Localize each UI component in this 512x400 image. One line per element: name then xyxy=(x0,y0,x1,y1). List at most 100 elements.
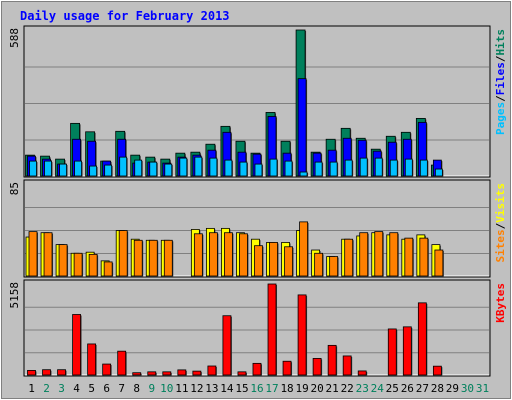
pages-bar xyxy=(299,171,308,177)
sites-bar xyxy=(28,231,38,277)
kbytes-bar xyxy=(207,365,217,376)
pages-bar xyxy=(239,161,248,177)
panel-max-label: 5158 xyxy=(8,282,21,309)
pages-bar xyxy=(344,159,353,177)
pages-bar xyxy=(89,165,98,177)
kbytes-bar xyxy=(282,360,292,376)
legend-visits: Visits xyxy=(494,183,507,223)
sites-bar xyxy=(224,232,233,277)
kbytes-bar xyxy=(297,294,307,376)
panel-frame xyxy=(23,279,491,377)
day-label: 11 xyxy=(175,382,188,395)
day-label: 30 xyxy=(461,382,474,395)
kbytes-bar xyxy=(102,363,112,376)
pages-bar xyxy=(209,157,218,177)
day-label: 8 xyxy=(133,382,140,395)
day-label: 24 xyxy=(371,382,385,395)
sites-bar xyxy=(419,237,429,277)
legend-kbytes: KBytes xyxy=(494,283,507,323)
kbytes-bar xyxy=(27,370,36,376)
kbytes-bar xyxy=(417,302,427,376)
sites-bar xyxy=(359,232,369,277)
pages-bar xyxy=(134,159,143,177)
kbytes-bar xyxy=(252,362,262,376)
day-label: 27 xyxy=(416,382,429,395)
sites-bar xyxy=(73,252,83,277)
pages-bar xyxy=(434,168,443,177)
day-label: 19 xyxy=(295,382,308,395)
sites-bar xyxy=(239,233,248,277)
pages-bar xyxy=(419,159,428,177)
pages-bar xyxy=(119,156,128,177)
day-label: 12 xyxy=(190,382,203,395)
day-label: 5 xyxy=(88,382,95,395)
panel-legend: Pages/Files/Hits xyxy=(494,29,507,135)
sites-bar xyxy=(163,239,173,277)
kbytes-bar xyxy=(222,315,232,376)
day-label: 22 xyxy=(341,382,354,395)
day-label: 4 xyxy=(73,382,80,395)
pages-bar xyxy=(374,157,383,177)
sites-bar xyxy=(148,239,158,277)
sites-bar xyxy=(103,261,113,277)
day-label: 7 xyxy=(118,382,125,395)
legend-pages: Pages xyxy=(494,102,507,135)
sites-bar xyxy=(269,242,278,277)
legend-sep2: / xyxy=(494,55,507,62)
kbytes-bar xyxy=(327,344,337,376)
panel-max-label: 588 xyxy=(8,28,21,48)
day-label: 3 xyxy=(58,382,65,395)
kbytes-bar xyxy=(267,283,277,376)
pages-bar xyxy=(359,157,368,177)
sites-bar xyxy=(193,233,203,277)
pages-bar xyxy=(254,163,263,177)
day-labels: 1 2 3 4 5 6 7 8 9 10 11 12 13 14 15 16 17 18 19 20 21 22 23 24 2… xyxy=(28,382,489,395)
kbytes-bar xyxy=(87,343,97,376)
legend-sep1: / xyxy=(494,95,507,102)
sites-bar xyxy=(58,244,68,277)
sites-bar xyxy=(299,221,308,277)
day-label: 31 xyxy=(476,382,489,395)
kbytes-bar xyxy=(192,370,202,376)
panel-hits_files_pages: 588 Pages/Files/Hits xyxy=(8,25,507,178)
kbytes-bar xyxy=(72,314,81,376)
day-label: 15 xyxy=(235,382,248,395)
day-label: 10 xyxy=(160,382,173,395)
legend-hits: Hits xyxy=(494,29,507,56)
panel-max-label: 85 xyxy=(8,182,21,195)
sites-bar xyxy=(133,239,143,277)
panel-kbytes: 5158 KBytes xyxy=(8,279,507,377)
sites-bar xyxy=(208,232,218,277)
pages-bar xyxy=(44,160,52,177)
pages-bar xyxy=(389,159,398,177)
day-label: 17 xyxy=(265,382,278,395)
day-label: 26 xyxy=(401,382,414,395)
sites-bar xyxy=(43,232,53,277)
panel-legend: KBytes xyxy=(494,283,507,323)
pages-bar xyxy=(149,161,158,177)
kbytes-bar xyxy=(42,369,51,376)
pages-bar xyxy=(164,163,173,177)
kbytes-bar xyxy=(237,371,247,376)
day-label: 28 xyxy=(431,382,444,395)
kbytes-bar xyxy=(177,369,187,376)
day-label: 1 xyxy=(28,382,35,395)
pages-bar xyxy=(314,161,323,177)
legend-sites: Sites xyxy=(494,229,507,262)
panel-frame xyxy=(23,25,491,178)
kbytes-bar xyxy=(402,326,412,376)
day-label: 9 xyxy=(148,382,155,395)
sites-bar xyxy=(434,249,444,277)
sites-bar xyxy=(374,231,384,277)
sites-bar xyxy=(284,246,293,277)
kbytes-bar xyxy=(117,350,127,376)
day-label: 18 xyxy=(280,382,293,395)
pages-bar xyxy=(179,157,188,177)
sites-bar xyxy=(329,256,339,277)
legend-sep1: / xyxy=(494,222,507,229)
day-label: 2 xyxy=(43,382,50,395)
sites-bar xyxy=(88,253,98,277)
kbytes-bar xyxy=(342,355,352,376)
day-label: 13 xyxy=(205,382,218,395)
